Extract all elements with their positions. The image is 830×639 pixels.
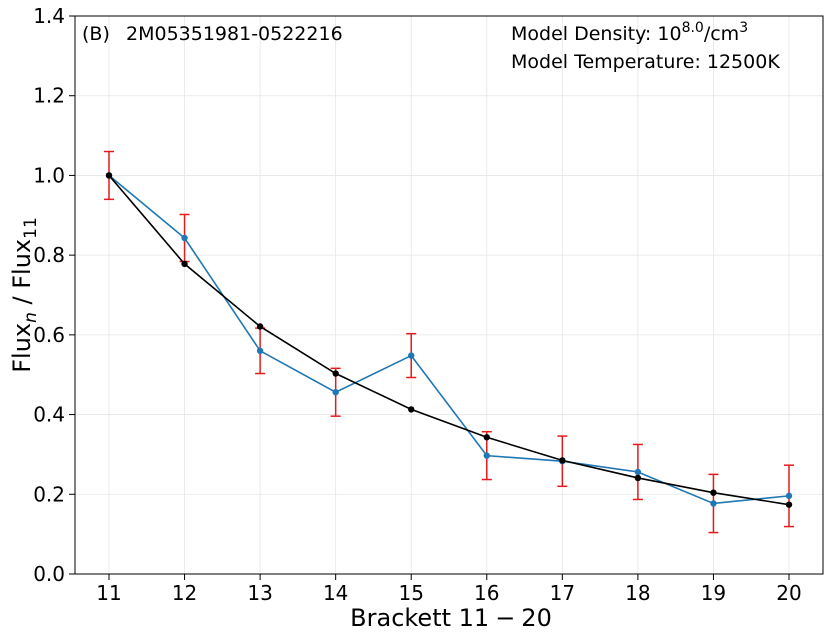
object-id: 2M05351981-0522216 bbox=[126, 23, 343, 45]
series-line-model bbox=[108, 174, 790, 506]
x-tick-label: 18 bbox=[625, 581, 650, 605]
x-tick-label: 12 bbox=[172, 581, 197, 605]
y-axis-label: Fluxn / Flux11 bbox=[8, 217, 41, 373]
x-axis-label-minus: − bbox=[495, 604, 515, 632]
y-axis-label-sep: / Flux bbox=[8, 239, 36, 312]
x-tick-label: 15 bbox=[398, 581, 423, 605]
series-line-observed bbox=[108, 174, 790, 505]
y-tick-label: 0.8 bbox=[33, 243, 65, 267]
x-tick-label: 13 bbox=[247, 581, 272, 605]
data-point-observed bbox=[408, 352, 415, 359]
y-tick-label: 0.4 bbox=[33, 403, 65, 427]
x-axis-label: Brackett 11−20 bbox=[350, 604, 552, 632]
series-markers bbox=[105, 172, 793, 508]
y-tick-label: 0.2 bbox=[33, 482, 65, 506]
y-tick-label: 1.0 bbox=[33, 163, 65, 187]
data-point-observed bbox=[634, 468, 642, 476]
x-tick-label: 14 bbox=[323, 581, 348, 605]
data-point-observed bbox=[181, 234, 188, 242]
density-prefix: Model Density: 10 bbox=[511, 23, 682, 45]
x-axis-label-end: 20 bbox=[521, 604, 552, 632]
data-point-model bbox=[332, 370, 339, 377]
y-tick-label: 1.4 bbox=[33, 4, 65, 28]
plot-frame bbox=[74, 15, 824, 575]
x-tick-label: 19 bbox=[701, 581, 726, 605]
data-point-model bbox=[256, 323, 264, 330]
y-axis-label-sub-11: 11 bbox=[21, 217, 41, 239]
data-point-model bbox=[483, 434, 490, 441]
y-tick-label: 0.0 bbox=[33, 562, 65, 586]
y-axis-label-sub-n: n bbox=[21, 312, 41, 323]
data-point-observed bbox=[256, 347, 264, 354]
density-suffix: /cm bbox=[704, 23, 739, 45]
x-tick-label: 11 bbox=[96, 581, 121, 605]
data-point-model bbox=[105, 172, 113, 179]
grid-lines bbox=[75, 15, 823, 575]
x-axis-label-main: Brackett 11 bbox=[350, 604, 489, 632]
data-point-model bbox=[785, 501, 793, 508]
axis-ticks: 0.0 0.2 0.4 0.6 0.8 1.0 1.2 1.4 11 12 13 14 15 16 17 18… bbox=[33, 4, 802, 605]
data-point-observed bbox=[483, 452, 490, 459]
density-exponent: 8.0 bbox=[682, 20, 704, 36]
data-point-model bbox=[634, 474, 642, 482]
model-temperature-annotation: Model Temperature: 12500K bbox=[511, 51, 780, 73]
data-point-observed bbox=[710, 500, 717, 507]
y-tick-label: 0.6 bbox=[33, 323, 65, 347]
data-point-observed bbox=[785, 492, 793, 500]
model-density-annotation: Model Density: 108.0/cm3 bbox=[511, 20, 748, 45]
panel-label: (B) bbox=[82, 23, 110, 45]
x-tick-label: 16 bbox=[474, 581, 499, 605]
x-tick-label: 20 bbox=[776, 581, 801, 605]
error-bars bbox=[104, 150, 794, 534]
data-point-model bbox=[408, 406, 415, 413]
data-point-observed bbox=[332, 389, 339, 396]
y-tick-label: 1.2 bbox=[33, 84, 65, 108]
data-point-model bbox=[710, 489, 717, 496]
data-point-model bbox=[181, 260, 188, 268]
x-tick-label: 17 bbox=[550, 581, 575, 605]
series-lines bbox=[108, 174, 790, 506]
data-point-model bbox=[559, 457, 566, 464]
y-axis-label-flux: Flux bbox=[8, 323, 36, 373]
density-unit-exponent: 3 bbox=[739, 20, 748, 36]
